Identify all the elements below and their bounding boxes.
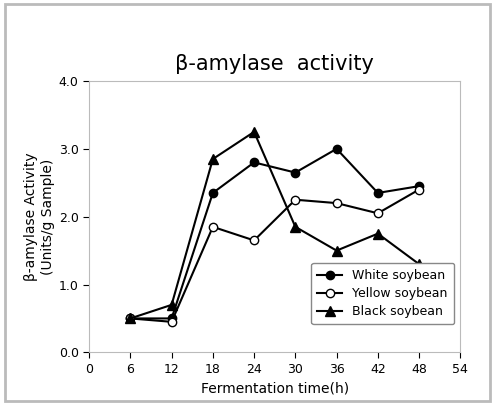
Black soybean xyxy=(334,248,340,253)
Yellow soybean xyxy=(293,197,298,202)
Line: White soybean: White soybean xyxy=(126,145,423,323)
Yellow soybean xyxy=(375,211,381,216)
White soybean xyxy=(375,190,381,195)
Legend: White soybean, Yellow soybean, Black soybean: White soybean, Yellow soybean, Black soy… xyxy=(311,263,454,324)
White soybean xyxy=(416,184,422,189)
White soybean xyxy=(169,316,175,321)
White soybean xyxy=(210,190,216,195)
Black soybean xyxy=(210,157,216,162)
Black soybean xyxy=(375,231,381,236)
Yellow soybean xyxy=(334,200,340,205)
White soybean xyxy=(251,160,257,165)
White soybean xyxy=(293,170,298,175)
White soybean xyxy=(334,146,340,151)
Yellow soybean xyxy=(416,187,422,192)
Yellow soybean xyxy=(127,316,133,321)
Line: Black soybean: Black soybean xyxy=(126,127,424,323)
Title: β-amylase  activity: β-amylase activity xyxy=(175,54,374,74)
Black soybean xyxy=(416,262,422,266)
Y-axis label: β-amylase Activity
(Units/g Sample): β-amylase Activity (Units/g Sample) xyxy=(24,152,54,281)
Black soybean xyxy=(251,130,257,134)
X-axis label: Fermentation time(h): Fermentation time(h) xyxy=(200,382,349,395)
Black soybean xyxy=(127,316,133,321)
Black soybean xyxy=(293,224,298,229)
Yellow soybean xyxy=(210,224,216,229)
White soybean xyxy=(127,316,133,321)
Yellow soybean xyxy=(169,320,175,324)
Yellow soybean xyxy=(251,238,257,243)
Black soybean xyxy=(169,303,175,307)
Line: Yellow soybean: Yellow soybean xyxy=(126,185,423,326)
